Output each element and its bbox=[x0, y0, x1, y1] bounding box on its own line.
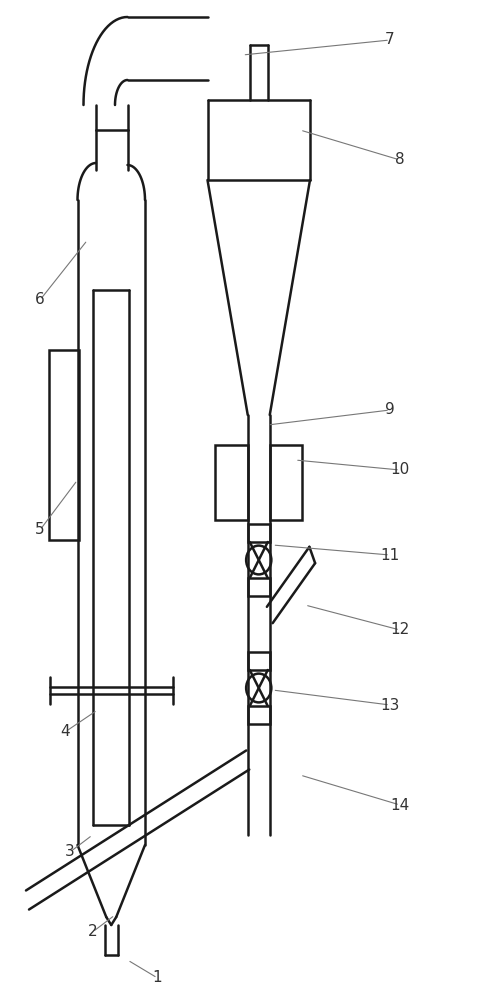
Bar bbox=[248, 652, 270, 670]
Text: 5: 5 bbox=[35, 522, 45, 538]
Bar bbox=[215, 445, 248, 520]
Text: 10: 10 bbox=[390, 462, 409, 478]
Text: 8: 8 bbox=[395, 152, 405, 167]
Text: 2: 2 bbox=[88, 924, 98, 940]
Text: 3: 3 bbox=[65, 844, 75, 859]
Text: 12: 12 bbox=[390, 622, 409, 638]
Text: 9: 9 bbox=[385, 402, 395, 418]
Bar bbox=[49, 350, 79, 540]
Bar bbox=[248, 524, 270, 542]
Text: 7: 7 bbox=[385, 32, 395, 47]
Text: 11: 11 bbox=[380, 548, 400, 562]
Bar bbox=[248, 706, 270, 724]
Text: 13: 13 bbox=[380, 698, 400, 712]
Bar bbox=[248, 578, 270, 596]
Bar bbox=[270, 445, 302, 520]
Text: 1: 1 bbox=[152, 970, 162, 986]
Text: 14: 14 bbox=[390, 798, 409, 812]
Text: 4: 4 bbox=[60, 724, 70, 740]
Text: 6: 6 bbox=[35, 292, 45, 308]
